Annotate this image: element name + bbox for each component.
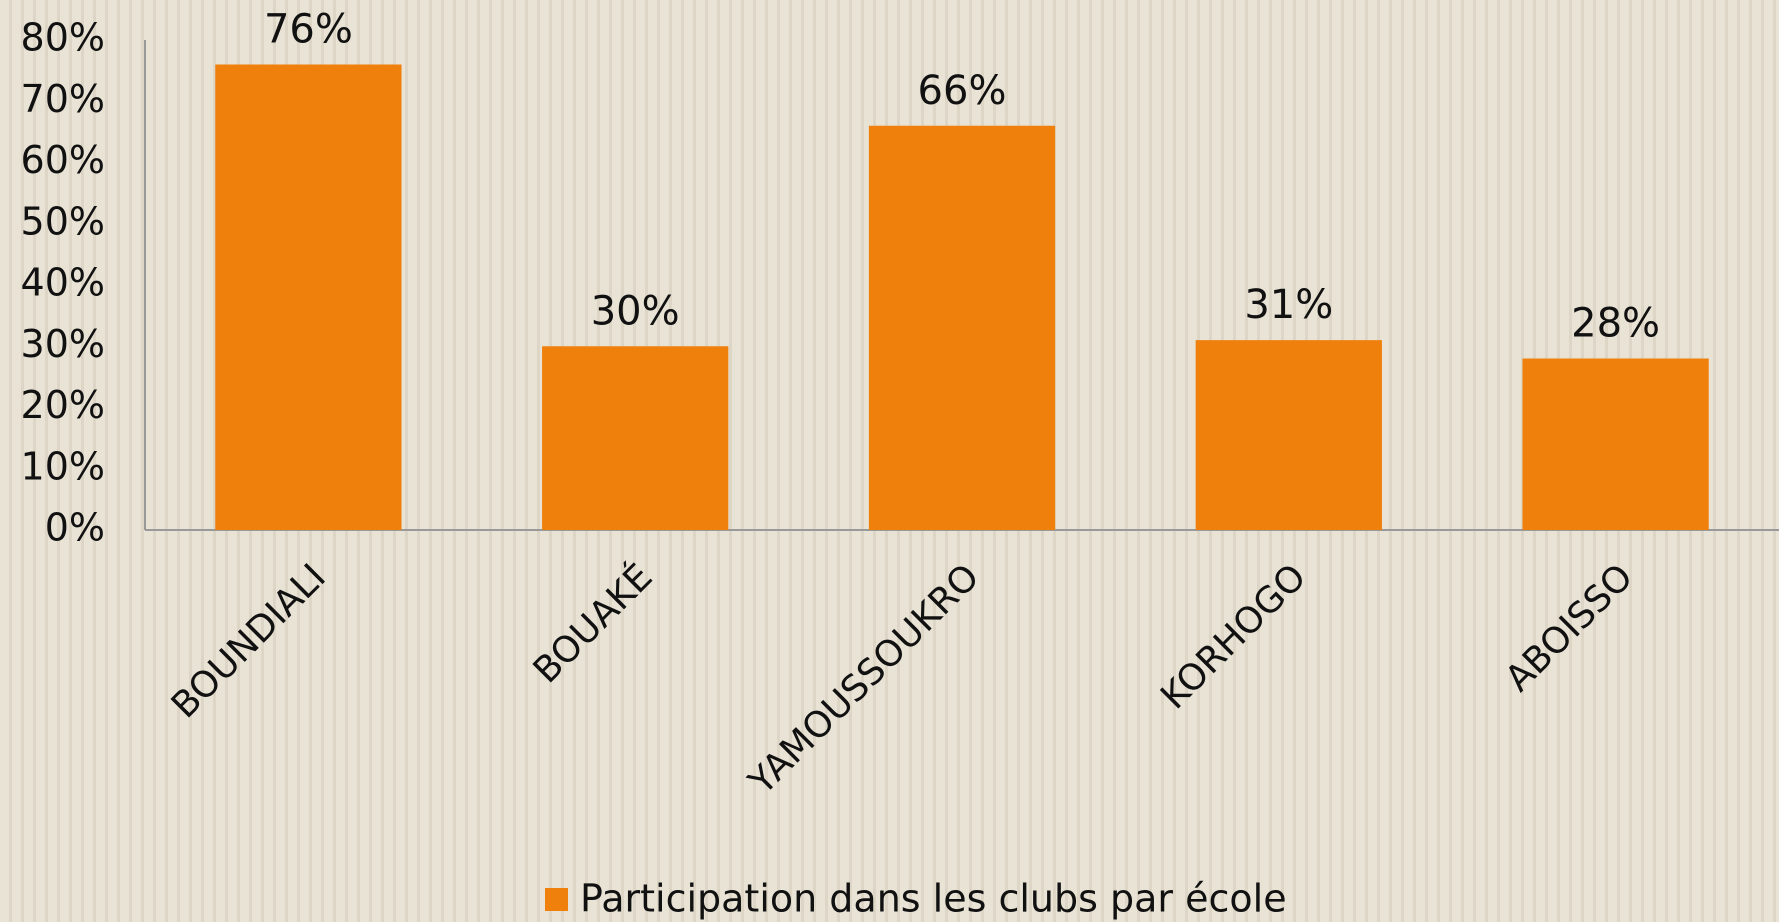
x-tick-label: YAMOUSSOUKRO xyxy=(741,556,988,803)
y-tick-label: 80% xyxy=(21,16,105,60)
y-tick-label: 40% xyxy=(21,261,105,305)
x-tick-label: BOUAKÉ xyxy=(525,556,661,692)
x-tick-label: ABOISSO xyxy=(1498,556,1641,699)
x-tick-label: BOUNDIALI xyxy=(164,556,334,726)
y-tick-label: 70% xyxy=(21,77,105,121)
data-label: 28% xyxy=(1571,301,1660,347)
data-label: 30% xyxy=(591,288,680,334)
y-tick-label: 0% xyxy=(45,506,105,550)
data-label: 66% xyxy=(918,68,1007,114)
bar xyxy=(542,346,729,530)
bar xyxy=(1195,340,1382,530)
bar xyxy=(868,125,1056,530)
x-tick-label: KORHOGO xyxy=(1153,556,1314,717)
data-label: 31% xyxy=(1244,282,1333,328)
legend-label: Participation dans les clubs par école xyxy=(580,877,1287,921)
bar xyxy=(215,64,402,530)
y-tick-label: 60% xyxy=(21,138,105,182)
data-label: 76% xyxy=(264,7,353,53)
legend-swatch xyxy=(545,888,568,911)
y-tick-label: 50% xyxy=(21,199,105,243)
bar xyxy=(1522,358,1709,530)
y-tick-label: 20% xyxy=(21,383,105,427)
y-tick-label: 10% xyxy=(21,444,105,488)
y-tick-label: 30% xyxy=(21,322,105,366)
